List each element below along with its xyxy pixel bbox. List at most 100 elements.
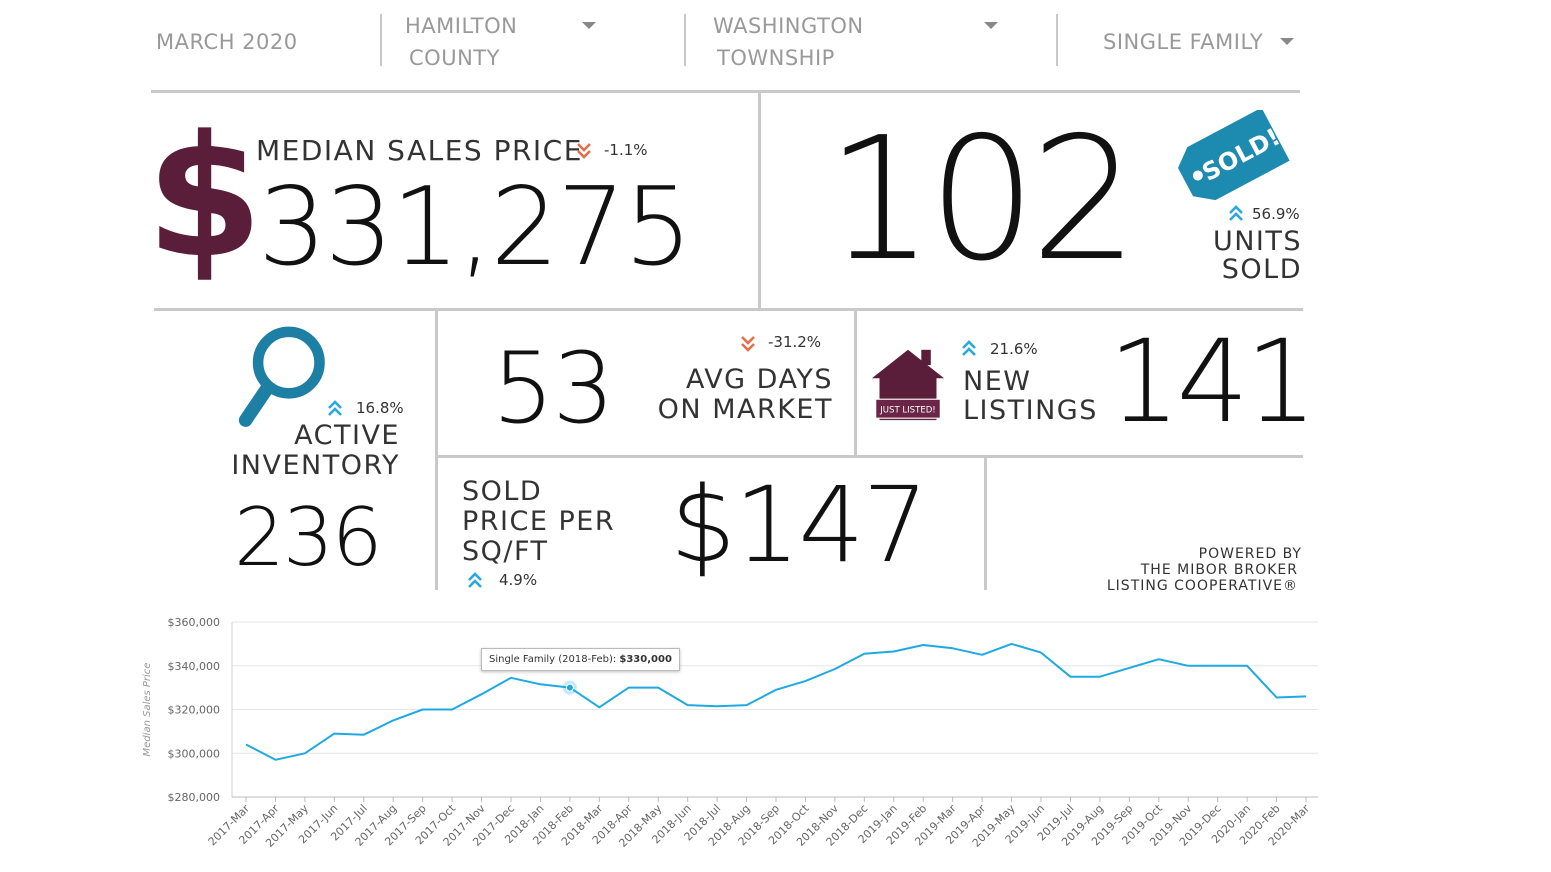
data-point (244, 742, 249, 747)
powered-by-line2: THE MIBOR BROKER (1140, 562, 1298, 578)
data-point (803, 679, 808, 684)
divider (435, 310, 438, 590)
data-point (1245, 663, 1250, 668)
data-point (685, 703, 690, 708)
active-inventory-change: 16.8% (356, 399, 404, 417)
chevron-down-icon (984, 22, 998, 29)
sold-tag-icon: SOLD! (1177, 110, 1290, 201)
data-point (626, 685, 631, 690)
avg-days-label-line1: AVG DAYS (685, 364, 833, 395)
divider (154, 308, 1303, 311)
avg-days-change: -31.2% (768, 333, 822, 351)
median-price-line-chart: $280,000 $300,000 $320,000 $340,000 $360,000… (142, 616, 1318, 850)
data-point (980, 652, 985, 657)
data-point (273, 757, 278, 762)
units-sold-label-line1: UNITS (1212, 226, 1302, 257)
data-point (921, 642, 926, 647)
y-tick-label: $280,000 (168, 791, 221, 804)
chevron-double-up-icon (962, 340, 976, 356)
data-point (1186, 663, 1191, 668)
magnifier-icon (238, 326, 325, 427)
new-listings-value: 141 (1108, 315, 1318, 448)
chevron-double-up-icon (328, 400, 342, 416)
chart-tooltip: Single Family (2018-Feb): $330,000 (481, 648, 680, 671)
highlight-point (565, 683, 574, 692)
median-price-label: MEDIAN SALES PRICE (256, 134, 583, 167)
township-dropdown[interactable]: WASHINGTON TOWNSHIP (708, 10, 1008, 70)
active-inventory-label-line2: INVENTORY (231, 450, 400, 481)
county-dropdown[interactable]: HAMILTON COUNTY (400, 10, 610, 70)
price-sqft-label-line2: PRICE PER (462, 506, 616, 537)
active-inventory-value: 236 (234, 491, 383, 584)
data-point (1039, 650, 1044, 655)
price-sqft-change: 4.9% (499, 571, 538, 589)
data-point (1156, 657, 1161, 662)
tooltip-value: $330,000 (619, 654, 672, 665)
data-point (656, 685, 661, 690)
divider (437, 455, 1303, 458)
units-sold-change: 56.9% (1252, 205, 1300, 223)
y-tick-label: $360,000 (168, 616, 221, 629)
median-price-change: -1.1% (604, 141, 648, 159)
price-sqft-value: $147 (670, 464, 929, 586)
powered-by: POWERED BY THE MIBOR BROKER LISTING COOP… (1106, 546, 1301, 594)
y-tick-label: $340,000 (168, 660, 221, 673)
powered-by-line3: LISTING COOPERATIVE® (1106, 578, 1298, 594)
data-point (450, 707, 455, 712)
divider (758, 92, 761, 309)
data-point (832, 667, 837, 672)
data-point (1304, 694, 1309, 699)
avg-days-label-line2: ON MARKET (657, 394, 833, 425)
data-point (361, 732, 366, 737)
units-sold-label-line2: SOLD (1221, 254, 1302, 285)
data-point (538, 682, 543, 687)
data-point (744, 703, 749, 708)
county-label-line1: HAMILTON (405, 14, 518, 38)
house-icon: JUST LISTED! (871, 349, 945, 421)
new-listings-change: 21.6% (990, 340, 1038, 358)
tooltip-prefix: Single Family (2018-Feb): (489, 654, 620, 665)
powered-by-line1: POWERED BY (1198, 546, 1302, 562)
county-label-line2: COUNTY (409, 46, 500, 70)
data-point (509, 675, 514, 680)
filter-divider (380, 14, 382, 66)
data-point (1215, 663, 1220, 668)
data-point (715, 704, 720, 709)
data-point (1068, 674, 1073, 679)
chevron-double-up-icon (468, 572, 482, 588)
new-listings-label-line2: LISTINGS (963, 395, 1098, 426)
data-point (420, 707, 425, 712)
series-line (245, 642, 1307, 761)
data-point (332, 731, 337, 736)
avg-days-value: 53 (492, 332, 615, 446)
property-type-dropdown[interactable]: SINGLE FAMILY (1098, 26, 1303, 60)
data-point (1127, 665, 1132, 670)
svg-text:JUST LISTED!: JUST LISTED! (879, 406, 935, 416)
divider (151, 90, 1300, 93)
divider (854, 310, 857, 456)
active-inventory-label-line1: ACTIVE (294, 420, 400, 451)
y-tick-label: $320,000 (168, 704, 221, 717)
y-tick-label: $300,000 (168, 747, 221, 760)
chevron-double-down-icon (577, 143, 591, 159)
data-point (597, 705, 602, 710)
data-point (479, 692, 484, 697)
data-point (774, 687, 779, 692)
chevron-down-icon (582, 22, 596, 29)
chevron-double-up-icon (1229, 205, 1243, 221)
filter-divider (1056, 14, 1058, 66)
data-point (1097, 674, 1102, 679)
data-point (891, 649, 896, 654)
units-sold-value: 102 (826, 101, 1138, 299)
period-label: MARCH 2020 (156, 30, 298, 54)
data-point (1274, 695, 1279, 700)
divider (984, 457, 987, 590)
y-axis-title: Median Sales Price (142, 663, 153, 757)
data-point (1009, 641, 1014, 646)
data-point (391, 718, 396, 723)
filter-divider (684, 14, 686, 66)
chevron-double-down-icon (741, 336, 755, 352)
property-type-label: SINGLE FAMILY (1103, 30, 1264, 54)
price-sqft-label-line1: SOLD (462, 476, 543, 507)
dollar-sign-icon: $ (146, 99, 263, 295)
